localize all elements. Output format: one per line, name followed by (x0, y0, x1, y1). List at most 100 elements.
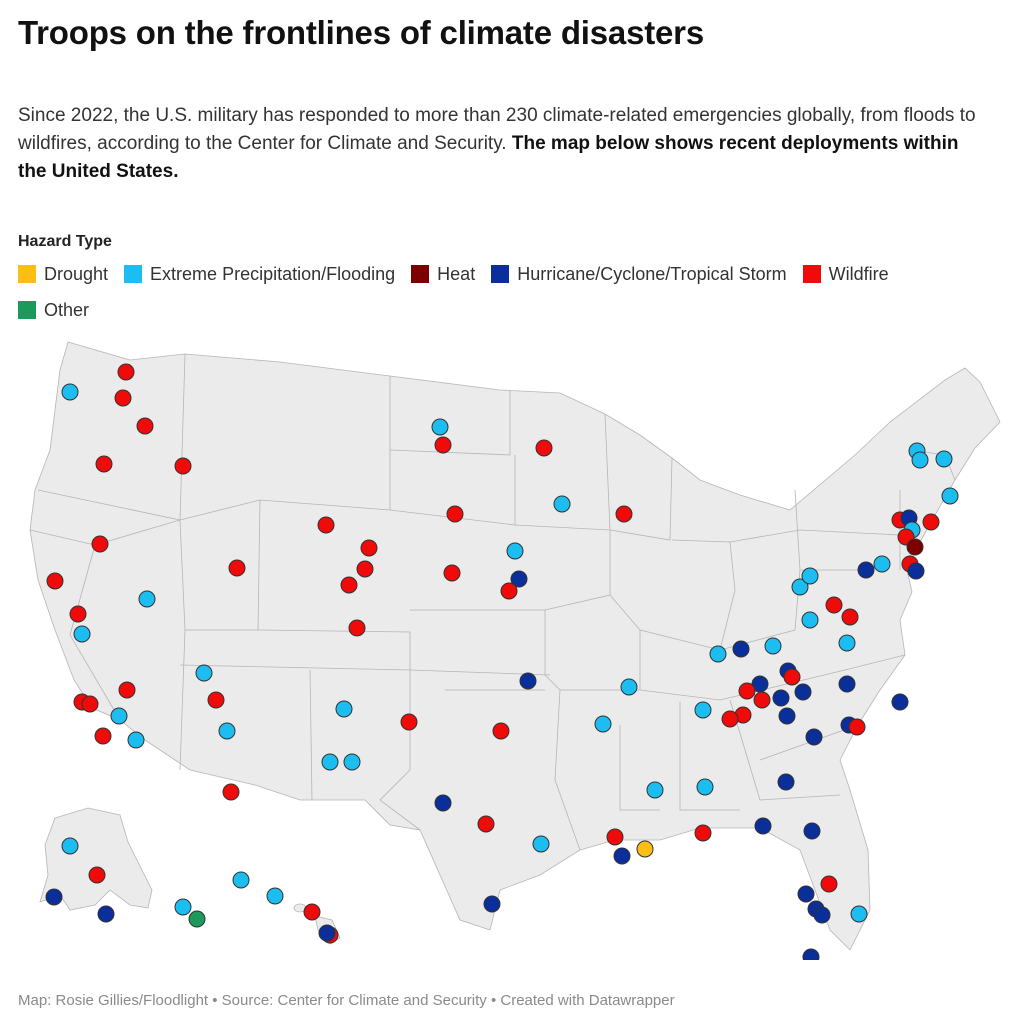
wildfire-marker[interactable] (848, 718, 866, 736)
hurricane-marker[interactable] (777, 773, 795, 791)
wildfire-marker[interactable] (922, 513, 940, 531)
wildfire-marker[interactable] (753, 691, 771, 709)
hurricane-marker[interactable] (318, 924, 336, 942)
wildfire-marker[interactable] (694, 824, 712, 842)
wildfire-marker[interactable] (443, 564, 461, 582)
wildfire-marker[interactable] (317, 516, 335, 534)
wildfire-marker[interactable] (348, 619, 366, 637)
wildfire-marker[interactable] (841, 608, 859, 626)
flood-marker[interactable] (646, 781, 664, 799)
flood-marker[interactable] (838, 634, 856, 652)
flood-marker[interactable] (801, 611, 819, 629)
wildfire-marker[interactable] (477, 815, 495, 833)
wildfire-marker[interactable] (500, 582, 518, 600)
flood-marker[interactable] (321, 753, 339, 771)
wildfire-marker[interactable] (91, 535, 109, 553)
flood-marker[interactable] (127, 731, 145, 749)
flood-marker[interactable] (73, 625, 91, 643)
wildfire-marker[interactable] (492, 722, 510, 740)
hurricane-marker[interactable] (802, 948, 820, 960)
other-marker[interactable] (188, 910, 206, 928)
heat-marker[interactable] (906, 538, 924, 556)
wildfire-marker[interactable] (434, 436, 452, 454)
wildfire-marker[interactable] (820, 875, 838, 893)
flood-marker[interactable] (266, 887, 284, 905)
flood-marker[interactable] (941, 487, 959, 505)
wildfire-marker[interactable] (446, 505, 464, 523)
hurricane-marker[interactable] (778, 707, 796, 725)
flood-marker[interactable] (709, 645, 727, 663)
flood-marker[interactable] (174, 898, 192, 916)
flood-marker[interactable] (343, 753, 361, 771)
hurricane-marker[interactable] (519, 672, 537, 690)
wildfire-marker[interactable] (783, 668, 801, 686)
drought-marker[interactable] (636, 840, 654, 858)
flood-marker[interactable] (61, 837, 79, 855)
hurricane-marker[interactable] (97, 905, 115, 923)
hurricane-marker[interactable] (434, 794, 452, 812)
wildfire-marker[interactable] (207, 691, 225, 709)
flood-marker[interactable] (553, 495, 571, 513)
flood-marker[interactable] (620, 678, 638, 696)
wildfire-marker[interactable] (340, 576, 358, 594)
flood-marker[interactable] (696, 778, 714, 796)
flood-marker[interactable] (110, 707, 128, 725)
flood-marker[interactable] (873, 555, 891, 573)
hurricane-marker[interactable] (857, 561, 875, 579)
wildfire-marker[interactable] (360, 539, 378, 557)
wildfire-marker[interactable] (88, 866, 106, 884)
wildfire-marker[interactable] (136, 417, 154, 435)
hurricane-marker[interactable] (483, 895, 501, 913)
flood-marker[interactable] (138, 590, 156, 608)
wildfire-marker[interactable] (738, 682, 756, 700)
hurricane-marker[interactable] (838, 675, 856, 693)
wildfire-marker[interactable] (356, 560, 374, 578)
wildfire-marker[interactable] (535, 439, 553, 457)
wildfire-marker[interactable] (606, 828, 624, 846)
flood-marker[interactable] (232, 871, 250, 889)
hurricane-marker[interactable] (805, 728, 823, 746)
wildfire-marker[interactable] (615, 505, 633, 523)
flood-marker[interactable] (335, 700, 353, 718)
flood-marker[interactable] (935, 450, 953, 468)
flood-marker[interactable] (218, 722, 236, 740)
flood-marker[interactable] (911, 451, 929, 469)
wildfire-marker[interactable] (46, 572, 64, 590)
wildfire-marker[interactable] (118, 681, 136, 699)
wildfire-marker[interactable] (94, 727, 112, 745)
hurricane-marker[interactable] (510, 570, 528, 588)
flood-marker[interactable] (801, 567, 819, 585)
flood-marker[interactable] (532, 835, 550, 853)
hurricane-marker[interactable] (891, 693, 909, 711)
wildfire-marker[interactable] (174, 457, 192, 475)
flood-marker[interactable] (431, 418, 449, 436)
wildfire-marker[interactable] (95, 455, 113, 473)
hurricane-marker[interactable] (794, 683, 812, 701)
hurricane-marker[interactable] (813, 906, 831, 924)
hurricane-marker[interactable] (754, 817, 772, 835)
wildfire-marker[interactable] (117, 363, 135, 381)
wildfire-marker[interactable] (114, 389, 132, 407)
hurricane-marker[interactable] (803, 822, 821, 840)
hurricane-marker[interactable] (45, 888, 63, 906)
hurricane-marker[interactable] (772, 689, 790, 707)
flood-marker[interactable] (195, 664, 213, 682)
flood-marker[interactable] (506, 542, 524, 560)
flood-marker[interactable] (61, 383, 79, 401)
flood-marker[interactable] (791, 578, 809, 596)
flood-marker[interactable] (764, 637, 782, 655)
flood-marker[interactable] (694, 701, 712, 719)
wildfire-marker[interactable] (721, 710, 739, 728)
wildfire-marker[interactable] (228, 559, 246, 577)
hurricane-marker[interactable] (907, 562, 925, 580)
wildfire-marker[interactable] (303, 903, 321, 921)
flood-marker[interactable] (850, 905, 868, 923)
wildfire-marker[interactable] (400, 713, 418, 731)
flood-marker[interactable] (594, 715, 612, 733)
hurricane-marker[interactable] (732, 640, 750, 658)
hurricane-marker[interactable] (613, 847, 631, 865)
wildfire-marker[interactable] (81, 695, 99, 713)
wildfire-marker[interactable] (69, 605, 87, 623)
wildfire-marker[interactable] (222, 783, 240, 801)
wildfire-marker[interactable] (825, 596, 843, 614)
